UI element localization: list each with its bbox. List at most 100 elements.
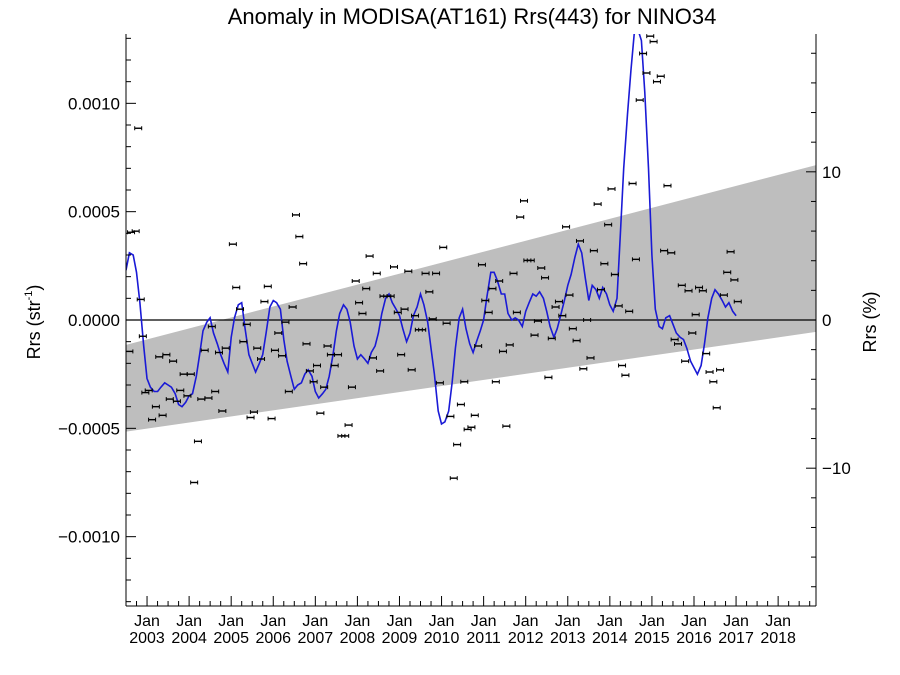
data-point	[498, 349, 507, 354]
data-point	[236, 307, 245, 312]
y-right-tick-label: 0	[822, 311, 831, 330]
data-point	[551, 305, 560, 309]
y-left-tick-label: 0.0010	[68, 94, 120, 113]
x-tick-label-month: Jan	[555, 613, 581, 630]
data-point	[652, 79, 661, 84]
data-point	[695, 285, 704, 290]
x-tick-label-year: 2009	[382, 630, 418, 647]
x-tick-label-month: Jan	[765, 613, 791, 630]
x-tick-label-year: 2005	[213, 630, 249, 647]
data-point	[470, 413, 479, 418]
data-point	[667, 250, 676, 255]
data-point	[134, 126, 143, 131]
data-point	[390, 264, 399, 269]
data-point	[453, 442, 462, 447]
x-tick-label-month: Jan	[260, 613, 286, 630]
data-point	[446, 414, 455, 419]
data-point	[656, 74, 665, 79]
data-point	[575, 238, 584, 243]
data-point	[541, 275, 550, 280]
y-left-tick-label: 0.0000	[68, 311, 120, 330]
data-point	[193, 439, 202, 444]
data-point	[705, 370, 714, 374]
data-point	[618, 363, 627, 368]
y-axis-left-label-main: Rrs (str	[24, 300, 44, 359]
data-point	[709, 379, 718, 384]
data-point	[249, 410, 258, 415]
data-point	[681, 359, 690, 364]
data-point	[688, 331, 697, 335]
smoothed-line-layer	[126, 34, 737, 426]
data-point	[726, 249, 735, 254]
data-point	[295, 234, 304, 239]
data-point	[253, 346, 262, 351]
data-point	[183, 393, 192, 398]
x-tick-label-year: 2008	[340, 630, 376, 647]
data-point	[200, 348, 209, 353]
data-point	[141, 390, 150, 395]
data-point	[460, 379, 469, 384]
data-point	[302, 341, 311, 346]
data-point	[439, 245, 448, 250]
data-point	[407, 367, 416, 372]
data-point	[484, 310, 493, 315]
data-point	[358, 311, 367, 316]
data-point	[284, 389, 293, 394]
data-point	[126, 349, 134, 354]
x-tick-label-year: 2012	[508, 630, 544, 647]
data-point	[558, 313, 567, 318]
data-point	[628, 181, 637, 186]
data-point	[228, 242, 237, 247]
data-point	[702, 351, 711, 356]
x-tick-label-month: Jan	[176, 613, 202, 630]
x-tick-label-year: 2017	[718, 630, 754, 647]
data-point	[355, 300, 364, 305]
data-point	[190, 480, 199, 485]
x-tick-label-month: Jan	[723, 613, 749, 630]
x-tick-label-year: 2003	[129, 630, 165, 647]
data-point	[456, 402, 465, 407]
data-point	[428, 316, 437, 321]
data-point	[639, 51, 648, 56]
data-point	[488, 286, 497, 291]
y-axis-left-label-superscript: -1	[23, 291, 35, 301]
data-point	[583, 318, 592, 322]
data-point	[635, 98, 644, 103]
y-right-tick-label: −10	[822, 459, 851, 478]
x-tick-label-year: 2006	[255, 630, 291, 647]
data-point	[404, 269, 413, 274]
data-point	[207, 324, 216, 329]
data-point	[432, 271, 441, 276]
data-point	[421, 271, 430, 276]
data-point	[449, 476, 458, 481]
data-point	[435, 380, 444, 385]
data-point	[610, 272, 619, 277]
data-point	[386, 294, 395, 299]
data-point	[172, 399, 181, 404]
data-point	[211, 389, 220, 394]
data-point	[631, 257, 640, 262]
data-point	[270, 348, 279, 353]
x-tick-label-month: Jan	[302, 613, 328, 630]
x-tick-label-year: 2010	[424, 630, 460, 647]
data-point	[554, 299, 563, 304]
data-point	[313, 363, 322, 368]
data-point	[334, 352, 343, 357]
data-point	[719, 293, 728, 298]
data-point	[589, 248, 598, 253]
x-tick-label-year: 2004	[171, 630, 207, 647]
data-point	[674, 341, 682, 346]
data-point	[365, 254, 374, 259]
data-point	[169, 359, 178, 364]
data-point	[677, 283, 686, 288]
data-point	[158, 413, 167, 418]
data-point	[526, 258, 535, 263]
data-point	[376, 368, 385, 373]
data-point	[698, 288, 707, 293]
data-point	[299, 261, 308, 266]
data-point	[242, 322, 251, 327]
data-point	[691, 312, 700, 317]
data-point	[148, 417, 157, 422]
data-point	[214, 350, 223, 355]
data-point	[663, 183, 672, 188]
